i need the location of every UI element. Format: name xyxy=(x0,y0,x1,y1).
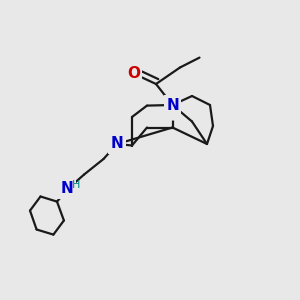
Text: O: O xyxy=(127,66,140,81)
Text: N: N xyxy=(111,136,123,152)
Text: N: N xyxy=(166,98,179,112)
Text: N: N xyxy=(61,181,73,196)
Text: H: H xyxy=(72,180,81,190)
